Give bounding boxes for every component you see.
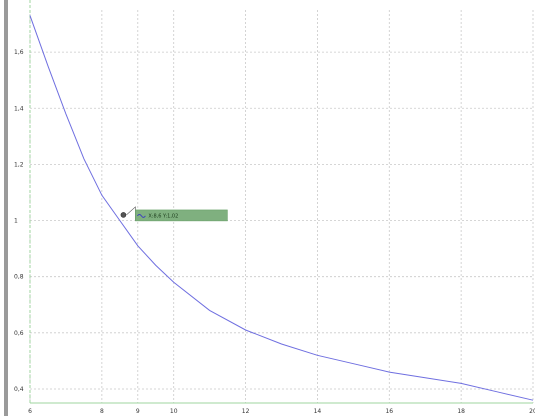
left-scroll-bar[interactable] xyxy=(4,0,8,416)
tick-labels: 0,4 0,6 0,8 1 1,2 1,4 1,6 6 8 9 10 12 14 16 18 20 xyxy=(14,49,535,415)
tooltip-box xyxy=(135,209,228,222)
x-tick-label: 18 xyxy=(457,408,465,415)
series-swatch-icon xyxy=(137,213,146,218)
tooltip-label: X:8,6 Y:1,02 xyxy=(148,213,178,219)
data-tooltip: X:8,6 Y:1,02 xyxy=(120,206,228,222)
x-tick-label: 20 xyxy=(529,408,535,415)
x-tick-label: 14 xyxy=(314,408,322,415)
grid-lines xyxy=(29,10,534,403)
y-tick-label: 1,6 xyxy=(14,49,24,56)
x-tick-label: 6 xyxy=(28,408,32,415)
series-layer xyxy=(29,15,534,401)
axes xyxy=(29,0,533,404)
x-tick-label: 12 xyxy=(242,408,250,415)
y-tick-label: 0,6 xyxy=(14,330,24,337)
x-tick-label: 8 xyxy=(100,408,104,415)
hover-point-marker[interactable] xyxy=(120,212,127,218)
x-tick-label: 10 xyxy=(170,408,178,415)
y-tick-label: 0,8 xyxy=(14,274,24,281)
y-tick-label: 1,4 xyxy=(14,105,24,112)
series-line xyxy=(29,15,534,401)
x-tick-label: 9 xyxy=(136,408,140,415)
x-tick-label: 16 xyxy=(385,408,393,415)
y-tick-label: 1,2 xyxy=(14,161,24,168)
y-tick-label: 0,4 xyxy=(14,386,24,393)
y-tick-label: 1 xyxy=(14,218,18,225)
